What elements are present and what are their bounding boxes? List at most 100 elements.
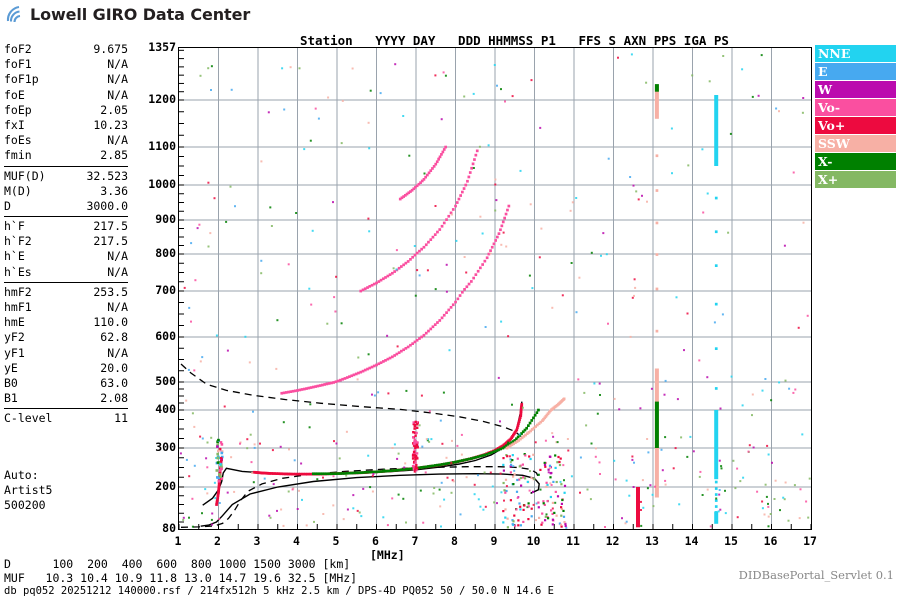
- parameter-value: 2.85: [100, 148, 128, 163]
- legend-item-ssw[interactable]: SSW: [815, 135, 896, 153]
- parameter-value: N/A: [107, 72, 128, 87]
- echo-series: [398, 145, 447, 201]
- axis-ticks: [179, 49, 811, 529]
- parameter-row: foF1 N/A: [4, 57, 128, 72]
- parameter-value: 11: [114, 411, 128, 426]
- legend-item-x[interactable]: X-: [815, 153, 896, 171]
- legend-item-nne[interactable]: NNE: [815, 45, 896, 63]
- parameter-row: h`E N/A: [4, 249, 128, 264]
- parameter-name: h`F: [4, 219, 25, 234]
- echo-series: [359, 149, 479, 293]
- interference-columns: [636, 84, 719, 528]
- grid-lines: [179, 48, 811, 529]
- y-axis-tick: 800: [155, 246, 176, 260]
- autoscaling-block: Auto: Artist5 500200: [4, 468, 52, 514]
- parameter-group: C-level 11: [4, 408, 128, 426]
- x-axis-tick: 2: [214, 534, 221, 548]
- polarization-legend: NNE E W Vo- Vo+ SSW X- X+: [815, 45, 896, 189]
- parameter-row: B1 2.08: [4, 391, 128, 406]
- parameter-row: C-level 11: [4, 411, 128, 426]
- echo-series: [312, 408, 540, 476]
- muf-table-distance-row: D 100 200 400 600 800 1000 1500 3000 [km…: [4, 557, 351, 571]
- parameter-value: 3.36: [100, 183, 128, 198]
- parameter-row: foE N/A: [4, 88, 128, 103]
- echo-series: [505, 397, 566, 450]
- y-axis-tick: 80: [162, 521, 176, 535]
- autoscaling-line: 500200: [4, 498, 46, 513]
- x-axis-tick: 7: [411, 534, 419, 548]
- parameter-row: h`Es N/A: [4, 265, 128, 280]
- parameter-name: foF1p: [4, 72, 39, 87]
- parameter-name: h`E: [4, 249, 25, 264]
- ionogram-canvas[interactable]: [179, 48, 811, 529]
- legend-item-label: W: [818, 82, 833, 97]
- parameter-row: yF2 62.8: [4, 330, 128, 345]
- legend-item-vo[interactable]: Vo-: [815, 99, 896, 117]
- parameter-name: MUF(D): [4, 168, 46, 183]
- x-axis-tick: 13: [645, 534, 659, 548]
- parameter-value: 217.5: [93, 234, 128, 249]
- parameter-name: foF2: [4, 42, 32, 56]
- parameter-row: foEs N/A: [4, 133, 128, 148]
- parameter-name: h`F2: [4, 234, 32, 249]
- parameter-name: h`Es: [4, 264, 32, 279]
- parameter-value: 62.8: [100, 330, 128, 345]
- parameter-name: yE: [4, 360, 18, 375]
- y-axis-tick: 600: [155, 329, 176, 343]
- servlet-tag: DIDBasePortal_Servlet 0.1: [738, 568, 894, 582]
- legend-item-x[interactable]: X+: [815, 171, 896, 189]
- parameter-value: N/A: [107, 133, 128, 148]
- x-axis-tick: 3: [253, 534, 261, 548]
- parameter-value: 3000.0: [86, 198, 128, 213]
- parameter-value: 20.0: [100, 360, 128, 375]
- y-axis-tick: 400: [155, 402, 176, 416]
- status-line: db pq052 20251212 140000.rsf / 214fx512h…: [4, 585, 554, 597]
- parameter-value: N/A: [107, 345, 128, 360]
- y-axis-tick: 300: [155, 440, 176, 454]
- parameter-name: B0: [4, 375, 18, 390]
- brand-title: Lowell GIRO Data Center: [30, 5, 251, 24]
- x-axis-tick: 1: [174, 534, 182, 548]
- echo-series: [280, 204, 511, 395]
- parameter-row: yF1 N/A: [4, 346, 128, 361]
- parameter-row: yE 20.0: [4, 361, 128, 376]
- parameter-name: foE: [4, 87, 25, 102]
- parameter-value: N/A: [107, 300, 128, 314]
- parameter-name: D: [4, 198, 11, 213]
- legend-item-w[interactable]: W: [815, 81, 896, 99]
- parameter-name: foEp: [4, 102, 32, 117]
- parameter-value: N/A: [107, 249, 128, 264]
- parameter-name: yF2: [4, 330, 25, 345]
- echo-series: [252, 403, 524, 476]
- legend-item-label: Vo+: [818, 118, 846, 133]
- parameter-value: 32.523: [86, 168, 128, 183]
- parameter-row: MUF(D) 32.523: [4, 169, 128, 184]
- y-axis-tick: 700: [155, 283, 176, 297]
- y-axis-tick: 1100: [148, 139, 176, 153]
- y-axis-tick: 200: [155, 479, 176, 493]
- parameter-value: 217.5: [93, 219, 128, 234]
- profile-curves: [180, 363, 540, 528]
- brand-header: Lowell GIRO Data Center: [6, 4, 250, 26]
- legend-item-vo[interactable]: Vo+: [815, 117, 896, 135]
- parameter-name: hmE: [4, 315, 25, 330]
- parameter-value: N/A: [107, 264, 128, 279]
- autoscaling-line: Auto:: [4, 468, 39, 482]
- parameter-row: hmE 110.0: [4, 315, 128, 330]
- x-axis-tick: 4: [293, 534, 300, 548]
- parameter-row: foF1p N/A: [4, 72, 128, 87]
- y-axis-tick: 500: [155, 374, 176, 388]
- x-axis-tick: 17: [803, 534, 817, 548]
- parameter-value: 2.05: [100, 102, 128, 117]
- x-axis-tick: 16: [763, 534, 778, 548]
- ionogram-plot[interactable]: [178, 47, 812, 530]
- legend-item-label: X+: [818, 172, 839, 187]
- legend-item-e[interactable]: E: [815, 63, 896, 81]
- electron-density-profile-lower: [200, 472, 540, 527]
- parameter-value: 110.0: [93, 315, 128, 330]
- echo-traces: [215, 88, 718, 527]
- parameter-value: N/A: [107, 87, 128, 102]
- y-axis-tick: 900: [155, 212, 176, 226]
- x-axis-tick: 14: [684, 534, 699, 548]
